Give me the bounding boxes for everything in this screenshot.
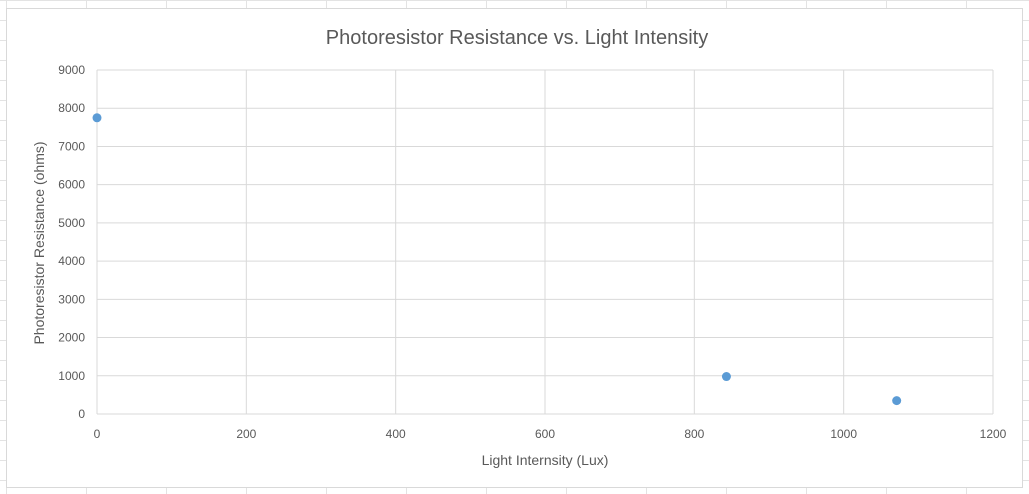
y-tick-label: 4000 (58, 254, 85, 268)
scatter-chart: Photoresistor Resistance vs. Light Inten… (31, 27, 1007, 468)
y-tick-label: 7000 (58, 139, 85, 153)
y-tick-label: 2000 (58, 331, 85, 345)
x-tick-label: 800 (684, 427, 704, 441)
y-tick-label: 5000 (58, 216, 85, 230)
x-tick-label: 200 (236, 427, 256, 441)
data-point (721, 372, 731, 382)
chart-title: Photoresistor Resistance vs. Light Inten… (326, 27, 708, 49)
y-tick-label: 0 (78, 407, 85, 421)
y-tick-label: 8000 (58, 101, 85, 115)
chart-area[interactable]: Photoresistor Resistance vs. Light Inten… (6, 8, 1023, 488)
x-axis-title: Light Internsity (Lux) (482, 452, 609, 468)
x-tick-label: 0 (94, 427, 101, 441)
data-points (92, 113, 902, 406)
y-tick-label: 9000 (58, 63, 85, 77)
x-tick-label: 600 (535, 427, 555, 441)
y-tick-label: 1000 (58, 369, 85, 383)
plot-gridlines (96, 69, 994, 415)
y-tick-label: 3000 (58, 292, 85, 306)
axis-tick-labels: 0 1000 2000 3000 4000 5000 6000 7000 8000 9000 0 20… (58, 63, 1006, 441)
data-point (92, 113, 102, 123)
x-tick-label: 1000 (830, 427, 857, 441)
data-point (892, 396, 902, 406)
x-tick-label: 400 (386, 427, 406, 441)
y-axis-title: Photoresistor Resistance (ohms) (31, 141, 47, 344)
y-tick-label: 6000 (58, 178, 85, 192)
x-tick-label: 1200 (980, 427, 1007, 441)
